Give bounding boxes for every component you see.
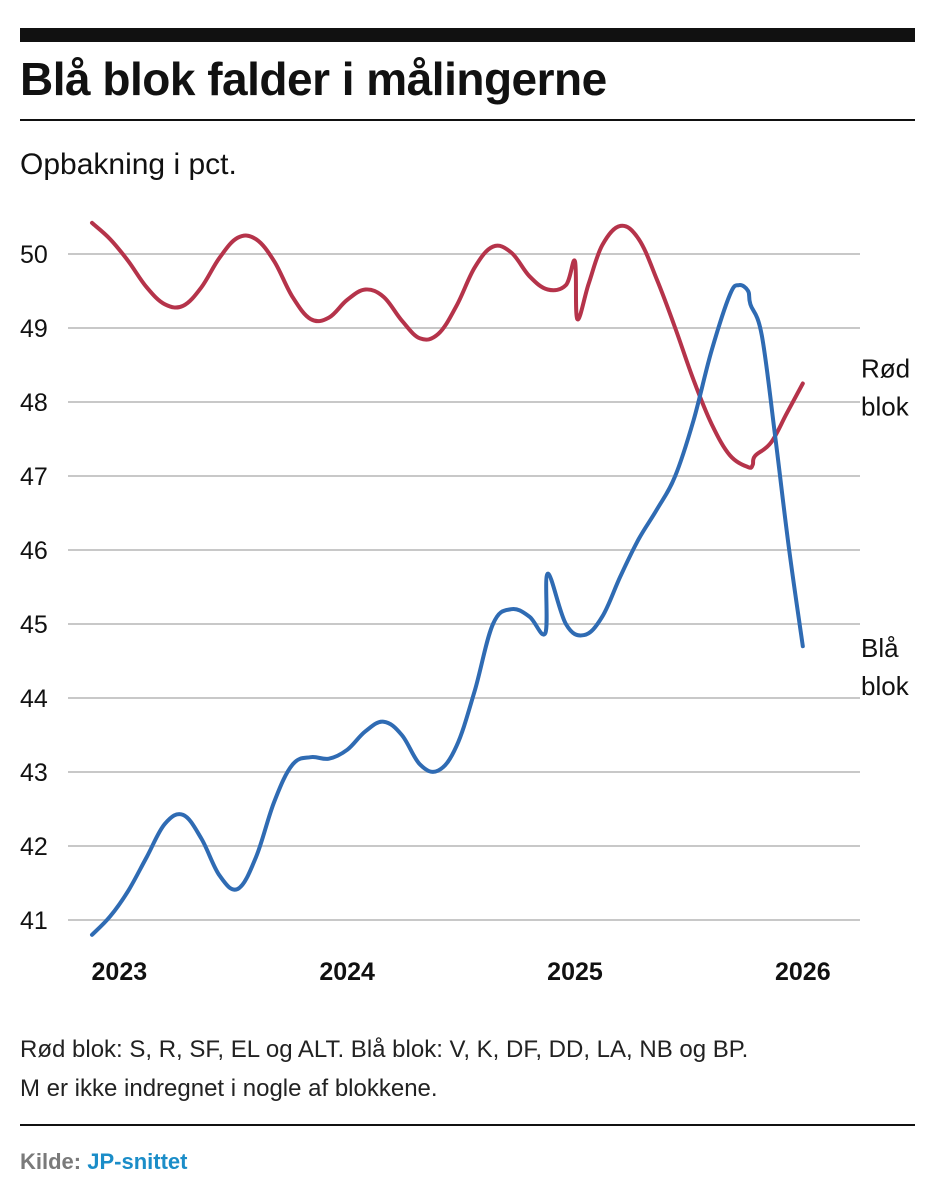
chart-title: Blå blok falder i målingerne [20, 53, 607, 105]
bla-blok-line [90, 283, 805, 937]
title-divider [20, 119, 915, 121]
x-tick-label: 2026 [775, 958, 831, 986]
x-axis-ticks: 2023 2024 2025 2026 [92, 958, 831, 986]
y-tick-label: 43 [20, 759, 48, 787]
y-tick-label: 41 [20, 907, 48, 935]
y-tick-label: 44 [20, 685, 48, 713]
rod-blok-label: Rød [861, 354, 910, 384]
series-lines [90, 220, 805, 937]
y-tick-label: 49 [20, 315, 48, 343]
m-note: M er ikke indregnet i nogle af blokkene. [20, 1075, 438, 1102]
series-labels: Rød blok Blå blok [861, 354, 910, 702]
chart-subtitle: Opbakning i pct. [20, 148, 237, 181]
source-label: Kilde: [20, 1149, 82, 1174]
x-tick-label: 2024 [319, 958, 375, 986]
rod-blok-line [90, 220, 805, 470]
y-tick-label: 48 [20, 389, 48, 417]
y-tick-label: 45 [20, 611, 48, 639]
x-tick-label: 2025 [547, 958, 603, 986]
top-rule [20, 28, 915, 42]
source-line: Kilde: JP-snittet [20, 1149, 188, 1175]
x-tick-label: 2023 [92, 958, 148, 986]
y-tick-label: 46 [20, 537, 48, 565]
y-tick-label: 47 [20, 463, 48, 491]
source-name: JP-snittet [87, 1149, 188, 1174]
bla-blok-label: Blå [861, 633, 899, 663]
blocks-note: Rød blok: S, R, SF, EL og ALT. Blå blok:… [20, 1036, 749, 1063]
y-axis-ticks: 50 49 48 47 46 45 44 43 42 41 [20, 241, 48, 935]
y-tick-label: 42 [20, 833, 48, 861]
rod-blok-label: blok [861, 392, 910, 422]
grid-lines [68, 253, 860, 921]
bottom-divider [20, 1124, 915, 1126]
bla-blok-label: blok [861, 671, 910, 701]
line-chart: 50 49 48 47 46 45 44 43 42 41 2023 2024 2025 2026 Rø… [20, 220, 910, 986]
y-tick-label: 50 [20, 241, 48, 269]
